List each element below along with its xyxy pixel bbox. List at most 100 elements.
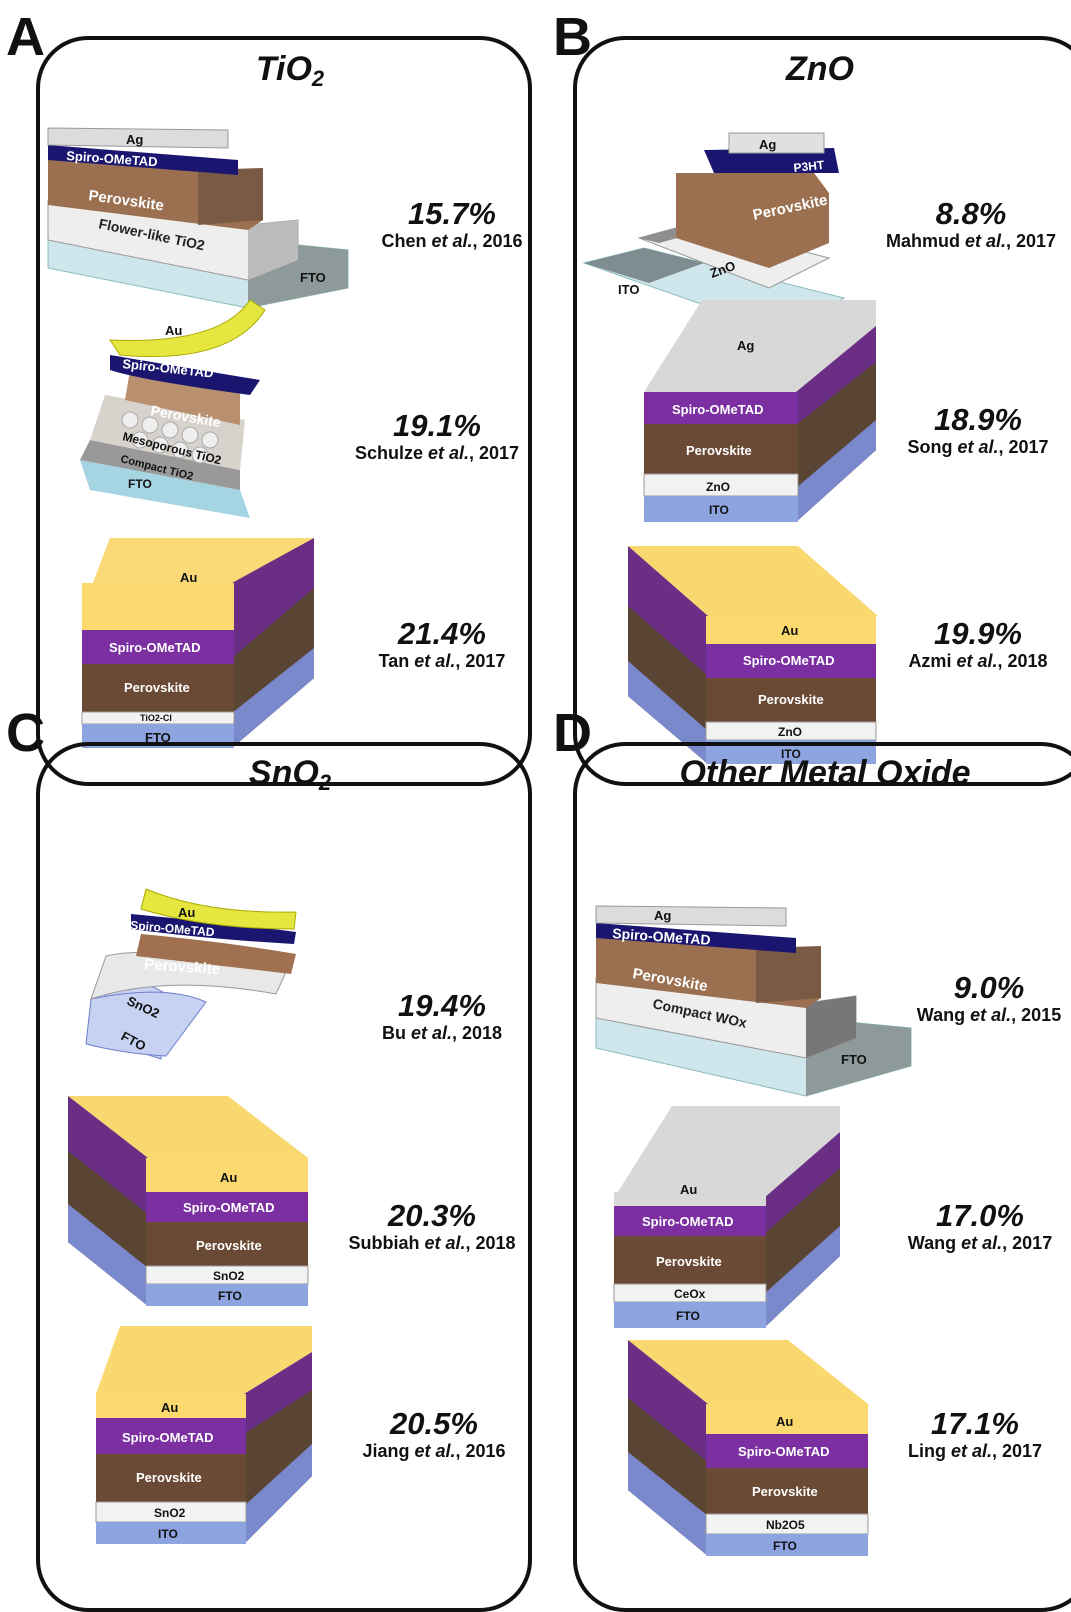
device-b3-layer-stack: Au Spiro-OMeTAD Perovskite ZnO ITO xyxy=(628,546,878,764)
efficiency-b1: 8.8% Mahmud et al., 2017 xyxy=(876,196,1066,252)
panel-a-frame xyxy=(36,36,532,786)
layer-label: Au xyxy=(680,1182,697,1197)
layer-label: Nb2O5 xyxy=(766,1518,805,1532)
layer-label: ITO xyxy=(781,747,801,761)
pce-value: 21.4% xyxy=(398,616,486,651)
pce-value: 19.1% xyxy=(393,408,481,443)
layer-label: ZnO xyxy=(778,725,802,739)
layer-label: Au xyxy=(161,1400,178,1415)
layer-label: TiO2-Cl xyxy=(140,713,172,723)
reference: Bu et al., 2018 xyxy=(381,1022,503,1043)
layer-label: FTO xyxy=(145,730,171,745)
reference: Wang et al., 2015 xyxy=(916,1004,1062,1025)
efficiency-b3: 19.9% Azmi et al., 2018 xyxy=(890,616,1066,672)
layer-label: Au xyxy=(781,623,798,638)
layer-label: Au xyxy=(178,905,195,920)
efficiency-a1: 15.7% Chen et al., 2016 xyxy=(362,196,542,252)
device-d3-layer-stack: Au Spiro-OMeTAD Perovskite Nb2O5 FTO xyxy=(628,1340,869,1556)
layer-label: SnO2 xyxy=(154,1506,186,1520)
efficiency-a2: 19.1% Schulze et al., 2017 xyxy=(342,408,532,464)
layer-label: Ag xyxy=(126,132,143,147)
pce-value: 9.0% xyxy=(953,970,1025,1005)
reference: Schulze et al., 2017 xyxy=(354,442,520,463)
device-d1-stepped-stack: Ag Spiro-OMeTAD Perovskite Compact WOx F… xyxy=(595,905,912,1097)
layer-label: Au xyxy=(165,323,182,338)
efficiency-d3: 17.1% Ling et al., 2017 xyxy=(892,1406,1058,1462)
layer-label: Spiro-OMeTAD xyxy=(109,640,200,655)
device-c1-flexible-stack: Au Spiro-OMeTAD Perovskite SnO2 FTO xyxy=(85,888,297,1060)
reference: Wang et al., 2017 xyxy=(907,1232,1053,1253)
pce-value: 20.5% xyxy=(390,1406,478,1441)
pce-value: 18.9% xyxy=(934,402,1022,437)
layer-label: FTO xyxy=(218,1289,242,1303)
efficiency-c3: 20.5% Jiang et al., 2016 xyxy=(344,1406,524,1462)
reference: Chen et al., 2016 xyxy=(381,230,523,251)
reference: Jiang et al., 2016 xyxy=(362,1440,506,1461)
layer-label: Au xyxy=(180,570,197,585)
pce-value: 15.7% xyxy=(408,196,496,231)
layer-label: ITO xyxy=(618,282,639,297)
layer-label: FTO xyxy=(676,1309,700,1323)
efficiency-a3: 21.4% Tan et al., 2017 xyxy=(352,616,532,672)
panel-letter-c: C xyxy=(6,703,45,763)
device-a2-flexible-stack: Au Spiro-OMeTAD Perovskite Mesoporous Ti… xyxy=(80,299,266,518)
efficiency-b2: 18.9% Song et al., 2017 xyxy=(890,402,1066,458)
layer-label: FTO xyxy=(773,1539,797,1553)
reference: Ling et al., 2017 xyxy=(907,1440,1043,1461)
layer-label: FTO xyxy=(841,1052,867,1067)
pce-value: 8.8% xyxy=(935,196,1007,231)
panel-d-title: Other Metal Oxide xyxy=(679,754,971,792)
panel-c-title: SnO2 xyxy=(248,754,332,795)
layer-label: Spiro-OMeTAD xyxy=(612,925,711,948)
panel-b-frame xyxy=(573,36,1071,786)
pce-value: 20.3% xyxy=(388,1198,476,1233)
layer-label: Au xyxy=(776,1414,793,1429)
device-c2-layer-stack: Au Spiro-OMeTAD Perovskite SnO2 FTO xyxy=(68,1096,309,1306)
layer-label: ITO xyxy=(158,1527,178,1541)
layer-label: Spiro-OMeTAD xyxy=(743,653,834,668)
layer-label: Ag xyxy=(759,137,776,152)
layer-label: P3HT xyxy=(793,158,826,175)
layer-label: FTO xyxy=(128,477,152,491)
reference: Azmi et al., 2018 xyxy=(908,650,1048,671)
reference: Song et al., 2017 xyxy=(907,436,1049,457)
layer-label: Perovskite xyxy=(752,1484,818,1499)
device-a3-layer-stack: Au Spiro-OMeTAD Perovskite TiO2-Cl FTO xyxy=(81,538,314,748)
layer-label: FTO xyxy=(300,270,326,285)
layer-label: SnO2 xyxy=(213,1269,245,1283)
pce-value: 17.1% xyxy=(931,1406,1019,1441)
reference: Mahmud et al., 2017 xyxy=(885,230,1057,251)
layer-label: Au xyxy=(220,1170,237,1185)
layer-label: Perovskite xyxy=(686,443,752,458)
layer-label: ITO xyxy=(709,503,729,517)
layer-label: ZnO xyxy=(706,480,730,494)
efficiency-d1: 9.0% Wang et al., 2015 xyxy=(904,970,1071,1026)
panel-letter-a: A xyxy=(6,7,45,67)
layer-label: Perovskite xyxy=(656,1254,722,1269)
layer-label: Spiro-OMeTAD xyxy=(738,1444,829,1459)
layer-label: Ag xyxy=(654,908,671,923)
reference: Tan et al., 2017 xyxy=(378,650,506,671)
layer-label: Perovskite xyxy=(144,956,221,978)
pce-value: 19.4% xyxy=(398,988,486,1023)
panel-a-title: TiO2 xyxy=(255,50,325,91)
layer-label: Ag xyxy=(737,338,754,353)
panel-b-title: ZnO xyxy=(786,50,854,88)
efficiency-d2: 17.0% Wang et al., 2017 xyxy=(892,1199,1068,1254)
layer-label: Spiro-OMeTAD xyxy=(672,402,763,417)
layer-label: Spiro-OMeTAD xyxy=(183,1200,274,1215)
layer-label: Spiro-OMeTAD xyxy=(66,148,158,169)
panel-letter-d: D xyxy=(553,703,592,763)
device-d2-layer-stack: Au Spiro-OMeTAD Perovskite CeOx FTO xyxy=(613,1106,840,1328)
device-b2-layer-stack: Ag Spiro-OMeTAD Perovskite ZnO ITO xyxy=(643,300,876,522)
layer-label: Spiro-OMeTAD xyxy=(642,1214,733,1229)
pce-value: 19.9% xyxy=(934,616,1022,651)
device-c3-layer-stack: Au Spiro-OMeTAD Perovskite SnO2 ITO xyxy=(95,1326,312,1544)
layer-label: CeOx xyxy=(674,1287,706,1301)
layer-label: Spiro-OMeTAD xyxy=(122,1430,213,1445)
layer-label: Perovskite xyxy=(196,1238,262,1253)
efficiency-c1: 19.4% Bu et al., 2018 xyxy=(352,988,532,1044)
layer-label: Perovskite xyxy=(136,1470,202,1485)
layer-label: Perovskite xyxy=(124,680,190,695)
layer-label: Perovskite xyxy=(758,692,824,707)
